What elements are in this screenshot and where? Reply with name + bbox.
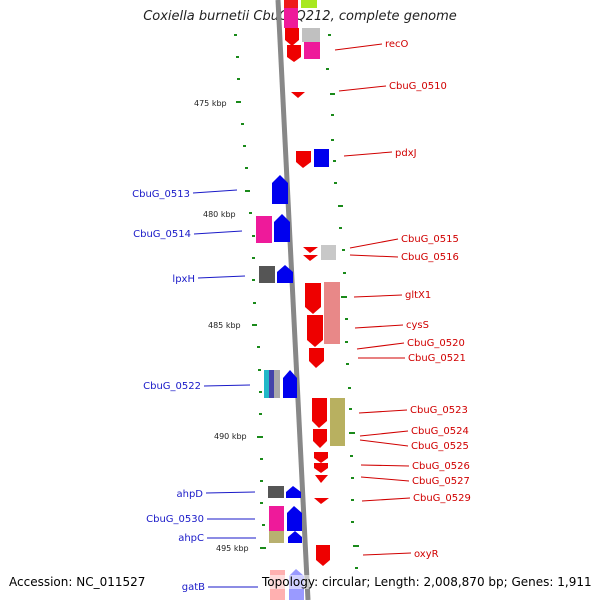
gene-label-CbuG_0527: CbuG_0527 xyxy=(412,476,470,487)
gene-label-CbuG_0521: CbuG_0521 xyxy=(408,353,466,364)
gene-arrow xyxy=(303,255,318,261)
gene-arrow xyxy=(286,486,301,498)
gene-arrow xyxy=(312,398,327,428)
gene-block xyxy=(274,370,280,398)
gene-label-CbuG_0522: CbuG_0522 xyxy=(143,381,201,392)
gene-arrow xyxy=(313,429,327,448)
gene-arrow xyxy=(288,531,302,543)
gene-arrow xyxy=(315,475,328,483)
gene-label-pdxJ: pdxJ xyxy=(395,148,417,159)
gene-label-ahpD: ahpD xyxy=(176,489,203,500)
gene-block xyxy=(314,149,329,167)
gene-block xyxy=(256,216,272,243)
gene-arrow xyxy=(314,452,328,463)
gene-label-CbuG_0515: CbuG_0515 xyxy=(401,234,459,245)
scale-label: 485 kbp xyxy=(208,321,241,330)
gene-arrow xyxy=(283,370,297,398)
gene-label-ahpC: ahpC xyxy=(178,533,204,544)
scale-label: 475 kbp xyxy=(194,99,227,108)
accession-text: Accession: NC_011527 xyxy=(9,575,146,589)
tick-marks xyxy=(234,34,359,569)
gene-label-cysS: cysS xyxy=(406,320,429,331)
gene-block xyxy=(284,0,298,8)
gene-arrow xyxy=(296,151,311,168)
gene-block xyxy=(259,266,275,283)
gene-block xyxy=(268,486,284,498)
gene-block xyxy=(321,245,336,260)
gene-label-lpxH: lpxH xyxy=(172,274,195,285)
scale-label: 480 kbp xyxy=(203,210,236,219)
gene-arrow xyxy=(314,498,329,504)
gene-label-CbuG_0516: CbuG_0516 xyxy=(401,252,459,263)
gene-label-CbuG_0526: CbuG_0526 xyxy=(412,461,470,472)
gene-label-CbuG_0520: CbuG_0520 xyxy=(407,338,465,349)
gene-arrow xyxy=(274,214,290,242)
gene-arrow xyxy=(285,28,299,46)
reverse-genes xyxy=(284,0,345,566)
gene-block xyxy=(269,506,284,531)
gene-block xyxy=(301,0,317,8)
gene-arrow xyxy=(272,175,288,204)
gene-label-gatB: gatB xyxy=(182,582,205,593)
gene-label-CbuG_0523: CbuG_0523 xyxy=(410,405,468,416)
gene-arrow xyxy=(287,506,302,531)
gene-arrow xyxy=(307,315,323,347)
gene-block xyxy=(304,42,320,59)
gene-label-CbuG_0513: CbuG_0513 xyxy=(132,189,190,200)
gene-labels-right: recO CbuG_0510 pdxJ CbuG_0515 CbuG_0516 … xyxy=(385,39,471,560)
gene-label-CbuG_0529: CbuG_0529 xyxy=(413,493,471,504)
gene-label-CbuG_0514: CbuG_0514 xyxy=(133,229,191,240)
gene-arrow xyxy=(305,283,321,314)
scale-label: 495 kbp xyxy=(216,544,249,553)
gene-labels-left: CbuG_0513 CbuG_0514 lpxH CbuG_0522 ahpD … xyxy=(132,189,205,593)
gene-block xyxy=(269,531,284,543)
gene-label-gltX1: gltX1 xyxy=(405,290,431,301)
gene-label-recO: recO xyxy=(385,39,409,50)
gene-label-oxyR: oxyR xyxy=(414,549,439,560)
gene-arrow xyxy=(277,265,293,283)
genome-backbone xyxy=(275,0,311,600)
gene-label-CbuG_0524: CbuG_0524 xyxy=(411,426,469,437)
scale-label: 490 kbp xyxy=(214,432,247,441)
gene-arrow xyxy=(309,348,324,368)
gene-block xyxy=(302,28,320,42)
leader-lines-left xyxy=(192,189,258,588)
gene-arrow xyxy=(303,247,318,253)
gene-label-CbuG_0530: CbuG_0530 xyxy=(146,514,204,525)
gene-block xyxy=(264,370,269,398)
gene-block xyxy=(324,282,340,344)
leader-lines-right xyxy=(334,43,412,556)
gene-label-CbuG_0525: CbuG_0525 xyxy=(411,441,469,452)
gene-arrow xyxy=(314,463,328,473)
gene-arrow xyxy=(316,545,330,566)
genome-title: Coxiella burnetii CbuG_Q212, complete ge… xyxy=(143,9,457,24)
gene-arrow xyxy=(287,45,301,62)
topology-text: Topology: circular; Length: 2,008,870 bp… xyxy=(262,575,592,589)
forward-genes xyxy=(256,175,304,600)
gene-block xyxy=(269,370,274,398)
gene-block xyxy=(284,8,298,28)
scale-labels: 475 kbp 480 kbp 485 kbp 490 kbp 495 kbp xyxy=(194,99,249,553)
gene-block xyxy=(330,398,345,446)
gene-arrow xyxy=(291,92,305,98)
gene-label-CbuG_0510: CbuG_0510 xyxy=(389,81,447,92)
